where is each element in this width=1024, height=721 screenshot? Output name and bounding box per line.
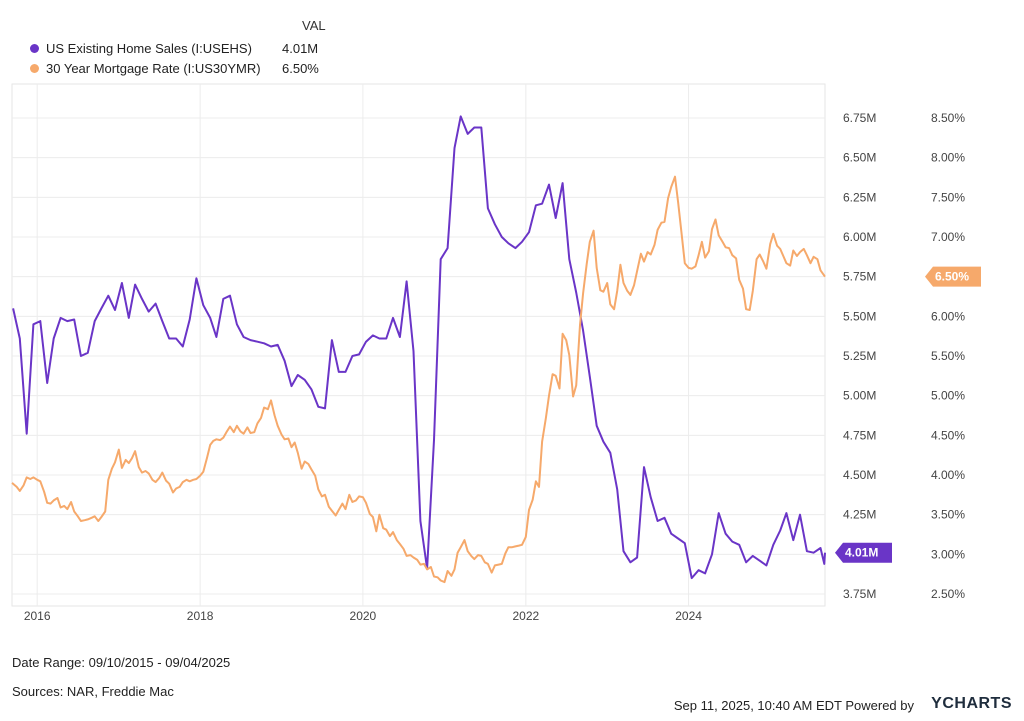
y-tick-label-left: 5.75M [843,270,876,284]
y-tick-label-left: 3.75M [843,587,876,601]
home-sales-last-value-tag-shape [835,542,892,563]
legend-header: VAL [302,18,326,33]
y-tick-label-right: 2.50% [931,587,965,601]
mortgage-rate-line [11,175,826,584]
home-sales-last-value-tag: 4.01M [835,542,892,563]
y-tick-label-left: 5.50M [843,309,876,323]
home-sales-line [12,115,826,580]
y-tick-label-left: 5.00M [843,389,876,403]
y-tick-label-left: 6.50M [843,151,876,165]
y-tick-label-left: 4.25M [843,508,876,522]
y-tick-label-right: 6.00% [931,309,965,323]
y-tick-label-right: 4.50% [931,428,965,442]
y-tick-label-right: 5.00% [931,389,965,403]
ycharts-logo[interactable]: YCHARTS [931,695,1012,713]
y-tick-label-right: 5.50% [931,349,965,363]
timestamp: Sep 11, 2025, 10:40 AM EDT Powered by [673,698,914,713]
y-tick-label-left: 6.00M [843,230,876,244]
series-color-dot-icon [30,64,39,73]
mortgage-rate-last-value-tag: 6.50% [925,266,981,287]
x-tick-label: 2018 [187,609,214,623]
legend-item-label: US Existing Home Sales (I:USEHS) [46,41,252,56]
y-tick-label-right: 8.00% [931,151,965,165]
y-tick-label-left: 4.75M [843,428,876,442]
y-tick-label-right: 4.00% [931,468,965,482]
y-tick-label-left: 6.75M [843,111,876,125]
series-color-dot-icon [30,44,39,53]
x-tick-label: 2024 [675,609,702,623]
y-tick-label-right: 8.50% [931,111,965,125]
logo-text: YCHARTS [931,695,1012,712]
date-range: Date Range: 09/10/2015 - 09/04/2025 [12,655,231,670]
y-tick-label-right: 3.50% [931,508,965,522]
legend-item-label: 30 Year Mortgage Rate (I:US30YMR) [46,61,261,76]
x-tick-label: 2016 [24,609,51,623]
plot-frame [11,83,826,607]
y-tick-label-left: 4.50M [843,468,876,482]
y-tick-label-right: 7.00% [931,230,965,244]
home-sales-last-value-tag-text: 4.01M [845,546,878,560]
y-tick-label-right: 7.50% [931,190,965,204]
y-tick-label-left: 6.25M [843,190,876,204]
y-tick-label-right: 3.00% [931,547,965,561]
legend-item-value: 4.01M [282,41,319,56]
mortgage-rate-last-value-tag-shape [925,266,981,287]
mortgage-rate-last-value-tag-text: 6.50% [935,270,969,284]
x-tick-label: 2022 [512,609,539,623]
sources: Sources: NAR, Freddie Mac [12,684,174,699]
x-tick-label: 2020 [350,609,377,623]
y-tick-label-left: 5.25M [843,349,876,363]
legend-item-value: 6.50% [282,61,319,76]
